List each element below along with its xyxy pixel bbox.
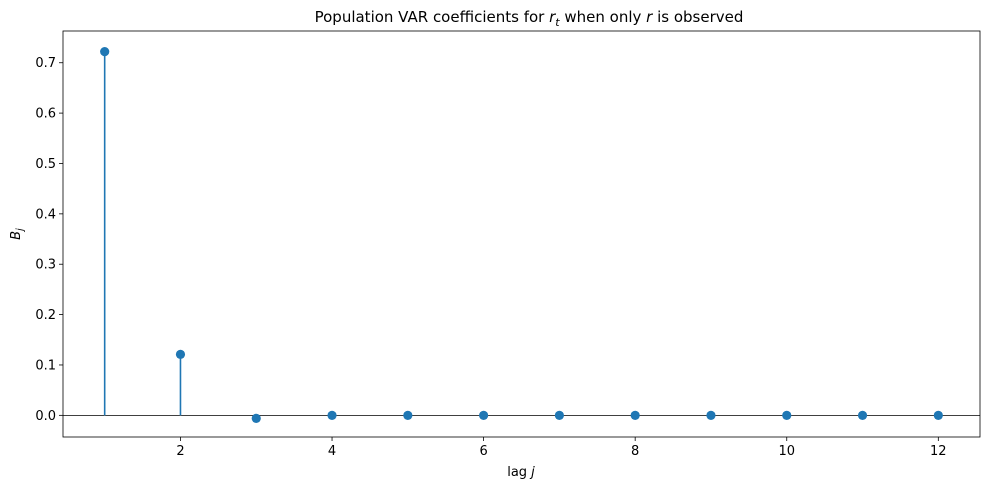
title-text-pre: Population VAR coefficients for (315, 8, 550, 26)
stem-marker (933, 410, 943, 420)
chart-title: Population VAR coefficients for rt when … (315, 8, 744, 29)
x-tick-label: 10 (778, 444, 795, 459)
title-var2: r (646, 8, 653, 26)
y-tick-label: 0.6 (35, 107, 56, 122)
stem-marker (857, 410, 868, 420)
y-tick-label: 0.4 (35, 207, 56, 222)
stem-marker (100, 47, 110, 57)
x-axis-label-var: j (529, 465, 535, 480)
stem-marker (251, 413, 261, 423)
y-tick-label: 0.2 (35, 308, 56, 323)
title-var1: r (549, 8, 556, 26)
title-text-mid: when only (560, 8, 647, 26)
x-axis-label-text: lag (507, 465, 531, 480)
y-tick-label: 0.1 (35, 358, 56, 373)
y-tick-label: 0.7 (35, 56, 56, 71)
stem-marker (706, 410, 716, 420)
stem-marker (403, 410, 413, 420)
plot-area: 2 4 6 8 10 12 0.0 0.1 0.2 0.3 0.4 0.5 0.6 0.7 (35, 30, 981, 459)
y-tick-label: 0.3 (35, 258, 56, 273)
y-axis-label: Bj (9, 228, 26, 240)
stem-marker (554, 410, 564, 420)
title-var1-subscript: t (555, 16, 560, 29)
y-axis-label-var: B (9, 231, 24, 240)
stem-marker (175, 349, 186, 359)
x-tick-label: 6 (479, 444, 487, 459)
x-tick-label: 4 (328, 444, 336, 459)
stem-marker (782, 410, 792, 420)
plot-frame (62, 30, 981, 438)
x-tick-label: 12 (930, 444, 947, 459)
stem-marker (630, 410, 640, 420)
y-tick-label: 0.0 (35, 409, 56, 424)
x-tick-label: 8 (631, 444, 639, 459)
stem-marker (327, 410, 337, 420)
y-tick-label: 0.5 (35, 157, 56, 172)
y-axis-label-subscript: j (15, 228, 26, 233)
x-tick-label: 2 (176, 444, 184, 459)
stem-marker (479, 410, 489, 420)
x-axis-label: lag j (507, 465, 535, 480)
title-text-post: is observed (652, 8, 743, 26)
